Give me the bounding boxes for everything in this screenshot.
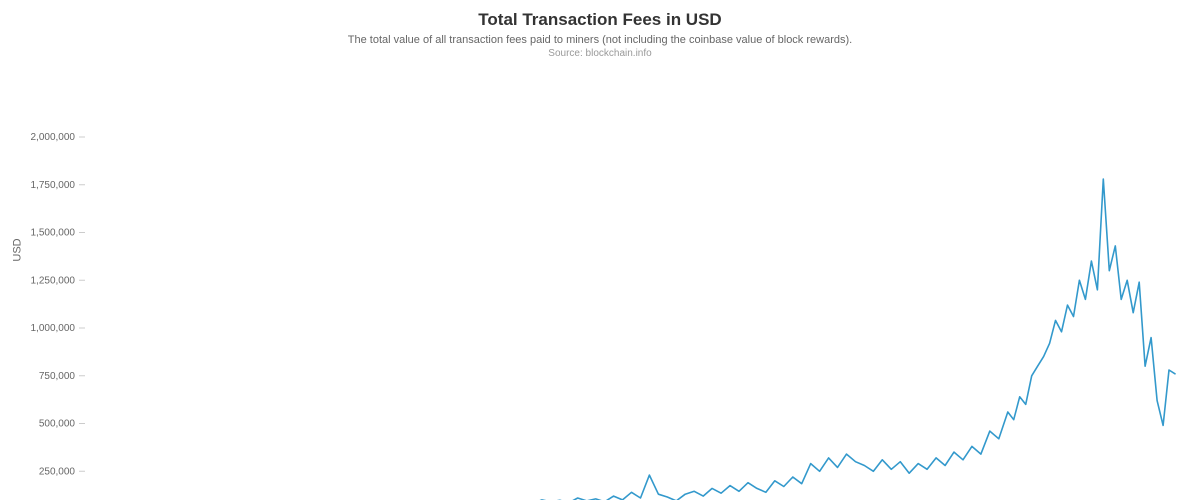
y-tick-label: 1,250,000 [31,275,76,286]
chart-title: Total Transaction Fees in USD [0,0,1200,30]
y-tick-label: 750,000 [39,371,76,382]
y-tick-label: 1,000,000 [31,323,76,334]
y-tick-label: 500,000 [39,419,76,430]
y-tick-label: 1,750,000 [31,180,76,191]
y-tick-label: 1,500,000 [31,228,76,239]
chart-source: Source: blockchain.info [0,48,1200,59]
series-line [85,179,1175,500]
chart-container: Total Transaction Fees in USD The total … [0,0,1200,500]
y-axis-label: USD [12,238,24,261]
y-tick-label: 250,000 [39,466,76,477]
line-chart: 250,000 500,000 750,000 1,000,000 1,250,000 1… [0,59,1200,500]
chart-subtitle: The total value of all transaction fees … [0,34,1200,46]
y-tick-label: 2,000,000 [31,132,76,143]
